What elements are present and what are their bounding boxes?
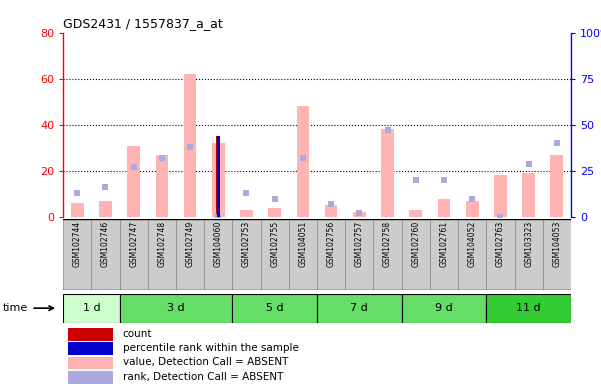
Text: GSM104051: GSM104051 [299,221,308,267]
Bar [317,294,401,323]
Bar [63,294,120,323]
Point [524,161,534,167]
Point [242,190,251,196]
Point [468,195,477,202]
Point [270,195,279,202]
Text: 5 d: 5 d [266,303,284,313]
Text: GSM102753: GSM102753 [242,221,251,267]
Point [552,140,562,146]
Bar [120,294,233,323]
Bar [409,210,422,217]
Bar [233,219,261,290]
Text: time: time [3,303,53,313]
Bar [68,357,112,369]
Bar [438,199,450,217]
Bar [63,219,91,290]
Bar [514,219,543,290]
Bar [296,106,310,217]
Text: 1 d: 1 d [82,303,100,313]
Text: GSM102744: GSM102744 [73,221,82,267]
Bar [184,74,197,217]
Bar [486,294,571,323]
Bar [233,294,317,323]
Bar [289,219,317,290]
Text: GSM102761: GSM102761 [439,221,448,267]
Text: 3 d: 3 d [167,303,185,313]
Bar [68,342,112,355]
Text: 7 d: 7 d [350,303,368,313]
Bar [99,201,112,217]
Text: GSM102748: GSM102748 [157,221,166,267]
Bar [269,208,281,217]
Text: value, Detection Call = ABSENT: value, Detection Call = ABSENT [123,358,288,367]
Point [157,155,166,161]
Bar [466,201,478,217]
Bar [494,175,507,217]
Bar [381,129,394,217]
Bar [127,146,140,217]
Point [326,201,336,207]
Bar [261,219,289,290]
Text: rank, Detection Call = ABSENT: rank, Detection Call = ABSENT [123,372,283,382]
Bar [68,371,112,384]
Text: GSM102756: GSM102756 [326,221,335,267]
Bar [373,219,401,290]
Bar [148,219,176,290]
Bar [458,219,486,290]
Bar [204,219,233,290]
Bar [71,203,84,217]
Bar [216,136,221,217]
Bar [120,219,148,290]
Text: GSM102760: GSM102760 [411,221,420,267]
Bar [176,219,204,290]
Text: 11 d: 11 d [516,303,541,313]
Bar [486,219,514,290]
Text: GSM102747: GSM102747 [129,221,138,267]
Bar [401,219,430,290]
Point [72,190,82,196]
Bar [156,155,168,217]
Text: GSM102763: GSM102763 [496,221,505,267]
Point [213,214,223,220]
Point [129,164,138,170]
Point [496,214,505,220]
Text: GSM102746: GSM102746 [101,221,110,267]
Text: GSM104060: GSM104060 [214,221,223,267]
Bar [345,219,373,290]
Text: GSM104053: GSM104053 [552,221,561,267]
Bar [212,143,225,217]
Text: GSM103323: GSM103323 [524,221,533,267]
Bar [551,155,563,217]
Point [439,177,449,183]
Point [411,177,421,183]
Bar [325,205,338,217]
Point [185,144,195,150]
Bar [68,328,112,341]
Text: GSM102755: GSM102755 [270,221,279,267]
Bar [401,294,486,323]
Point [383,127,392,133]
Bar [317,219,345,290]
Bar [543,219,571,290]
Text: 9 d: 9 d [435,303,453,313]
Bar [522,173,535,217]
Text: count: count [123,329,152,339]
Text: percentile rank within the sample: percentile rank within the sample [123,343,299,353]
Bar [430,219,458,290]
Text: GSM104052: GSM104052 [468,221,477,267]
Text: GSM102758: GSM102758 [383,221,392,267]
Bar [240,210,253,217]
Text: GSM102757: GSM102757 [355,221,364,267]
Point [355,210,364,216]
Bar [91,219,120,290]
Text: GSM102749: GSM102749 [186,221,195,267]
Text: GDS2431 / 1557837_a_at: GDS2431 / 1557837_a_at [63,17,223,30]
Point [100,184,110,190]
Bar [217,136,220,217]
Bar [353,212,365,217]
Point [298,155,308,161]
